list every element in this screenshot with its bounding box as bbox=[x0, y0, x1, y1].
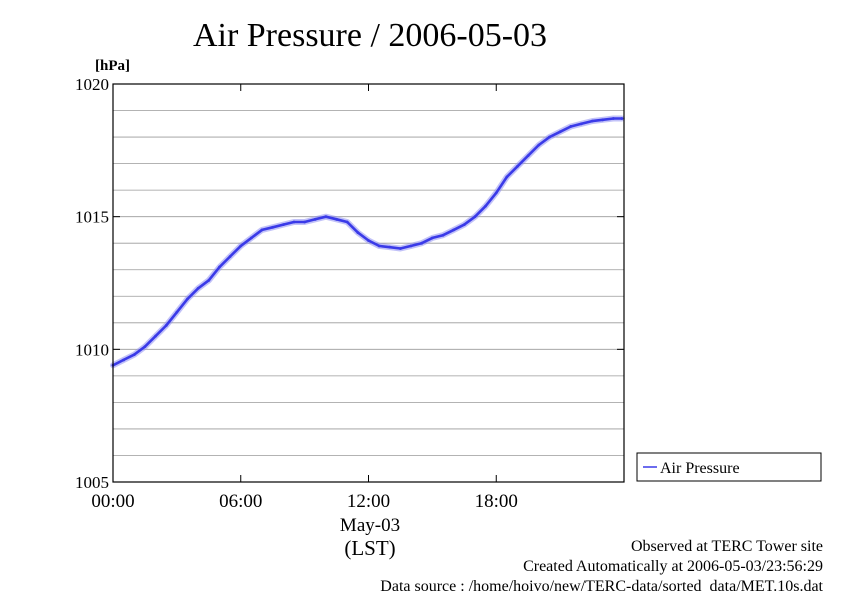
y-tick-label: 1015 bbox=[75, 208, 109, 227]
series-point bbox=[526, 154, 530, 158]
series-point bbox=[132, 353, 136, 357]
series-point bbox=[324, 215, 328, 219]
legend-label: Air Pressure bbox=[660, 460, 740, 477]
series-point bbox=[218, 265, 221, 269]
series-point bbox=[452, 228, 456, 232]
series-point bbox=[356, 231, 360, 234]
series-point bbox=[580, 122, 583, 126]
series-point bbox=[601, 118, 605, 122]
series-point bbox=[558, 130, 562, 134]
legend: Air Pressure bbox=[636, 452, 822, 482]
x-tick-label: 06:00 bbox=[219, 491, 262, 512]
y-tick-label: 1010 bbox=[75, 340, 109, 359]
y-tick-label: 1005 bbox=[75, 473, 109, 492]
series-point bbox=[462, 223, 466, 227]
series-point bbox=[164, 324, 168, 327]
series-point bbox=[175, 310, 179, 314]
series-point bbox=[473, 215, 477, 219]
series-point bbox=[207, 278, 211, 282]
series-scatter-halo bbox=[110, 115, 625, 369]
series-point bbox=[303, 220, 307, 224]
series-point bbox=[548, 135, 551, 139]
series-point bbox=[271, 225, 275, 229]
series-point bbox=[388, 245, 392, 249]
series-point bbox=[196, 286, 200, 290]
series-point bbox=[494, 191, 498, 195]
series-point bbox=[505, 175, 509, 179]
series-point bbox=[377, 244, 381, 248]
series-point bbox=[313, 217, 317, 221]
series-point bbox=[420, 241, 424, 245]
axis-ticks bbox=[112, 83, 624, 483]
series-point bbox=[430, 236, 434, 240]
y-tick-labels: 1005 1010 1015 1020 bbox=[75, 75, 109, 492]
series-point bbox=[484, 204, 488, 208]
series-point bbox=[409, 244, 413, 248]
series-point bbox=[611, 117, 615, 120]
series-point bbox=[249, 236, 253, 240]
series-point bbox=[516, 164, 519, 168]
series-point bbox=[335, 217, 338, 221]
x-tick-label: 18:00 bbox=[475, 491, 518, 512]
series-point bbox=[399, 247, 402, 250]
series-point bbox=[154, 334, 157, 338]
series-point bbox=[260, 228, 264, 232]
series-point bbox=[281, 223, 285, 227]
x-date-label: May-03 bbox=[340, 515, 400, 536]
footer-observed: Observed at TERC Tower site bbox=[631, 538, 823, 555]
series-point bbox=[441, 233, 445, 237]
x-tick-labels: 00:00 06:00 12:00 18:00 bbox=[91, 491, 518, 512]
series-point bbox=[367, 239, 370, 242]
series-point bbox=[590, 119, 594, 123]
x-tick-label: 12:00 bbox=[347, 491, 390, 512]
series-point bbox=[143, 345, 147, 349]
footer-created: Created Automatically at 2006-05-03/23:5… bbox=[523, 558, 823, 575]
series-point bbox=[122, 358, 126, 362]
series-group bbox=[110, 115, 625, 369]
footer-source: Data source : /home/hoivo/new/TERC-data/… bbox=[380, 578, 823, 595]
series-point bbox=[569, 125, 573, 128]
y-axis-unit: [hPa] bbox=[95, 58, 130, 74]
series-point bbox=[345, 220, 349, 224]
plot-frame bbox=[112, 83, 625, 483]
series-point bbox=[620, 117, 624, 120]
series-point bbox=[292, 220, 296, 224]
series-point bbox=[537, 143, 541, 147]
y-tick-label: 1020 bbox=[75, 75, 109, 94]
chart-title: Air Pressure / 2006-05-03 bbox=[193, 17, 547, 54]
series-point bbox=[228, 255, 232, 258]
grid-lines bbox=[113, 110, 624, 456]
x-unit-label: (LST) bbox=[344, 536, 395, 560]
series-point bbox=[239, 244, 243, 248]
x-tick-label: 00:00 bbox=[91, 491, 134, 512]
series-point bbox=[186, 297, 189, 301]
